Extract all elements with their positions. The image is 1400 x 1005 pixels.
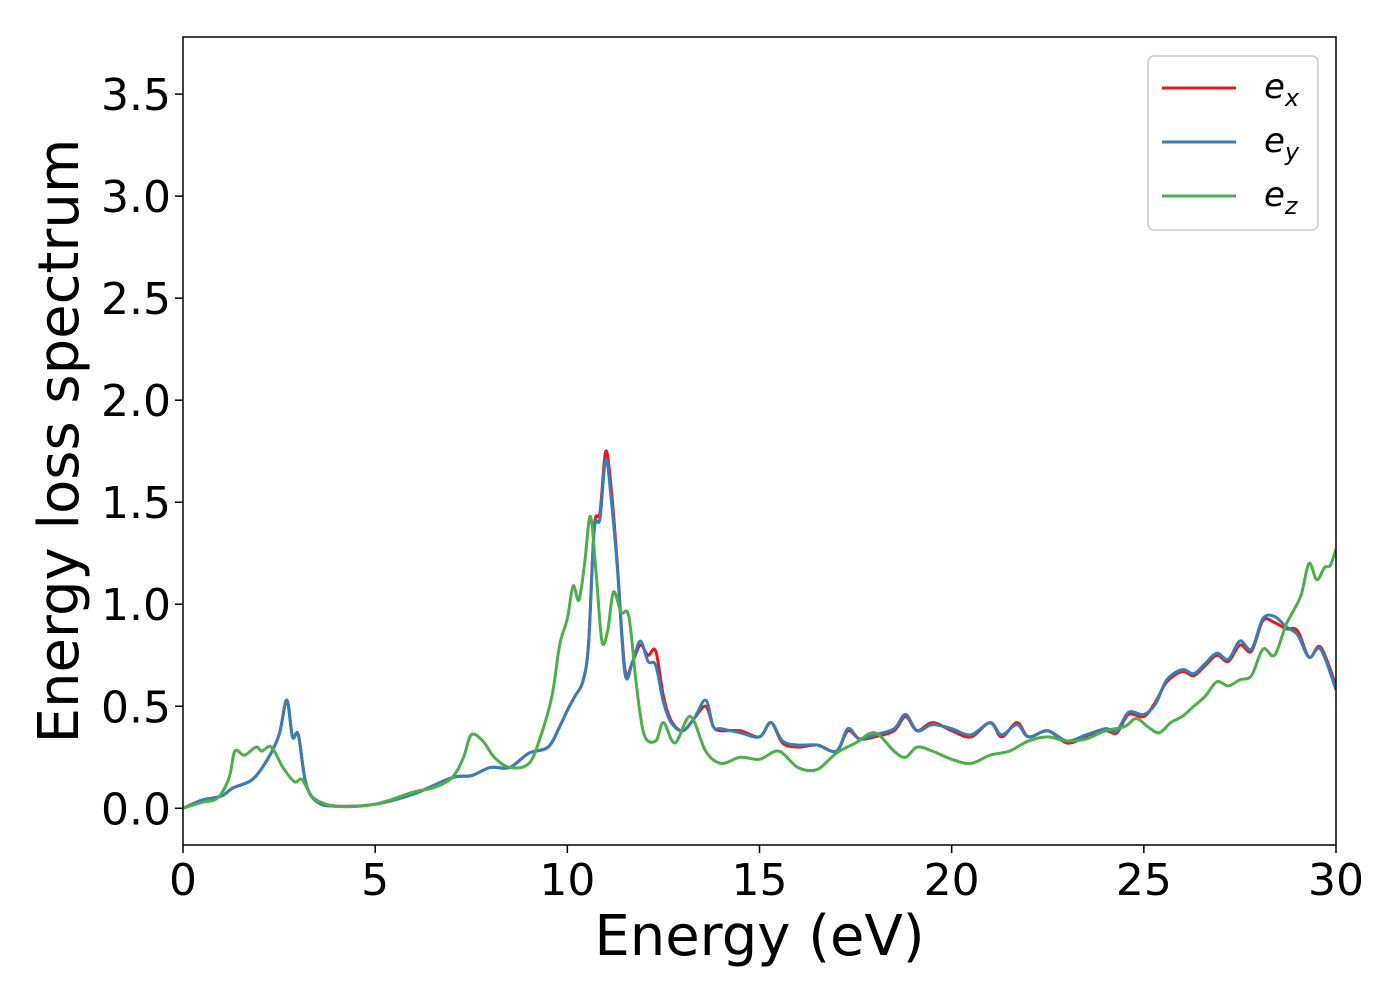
y-axis-label: Energy loss spectrum (27, 139, 92, 744)
x-tick-label: 10 (539, 855, 595, 906)
legend: ex ey ez (1147, 55, 1319, 231)
x-tick-label: 0 (169, 855, 197, 906)
y-tick-label: 1.5 (101, 478, 171, 529)
x-tick-label: 15 (732, 855, 788, 906)
y-tick-label: 0.0 (101, 784, 171, 835)
legend-label-x: ex (1264, 67, 1300, 112)
x-tick-label: 30 (1308, 855, 1364, 906)
y-tick-label: 2.5 (101, 274, 171, 325)
axes: 0 5 10 15 20 25 300.00.51.01.52.02.53.03.5Ener… (27, 36, 1364, 969)
legend-label-z: ez (1264, 175, 1299, 220)
y-tick-label: 1.0 (101, 580, 171, 631)
y-tick-label: 3.0 (101, 172, 171, 223)
series-line-x (183, 449, 1336, 810)
y-tick-label: 3.5 (101, 70, 171, 121)
x-tick-label: 5 (361, 855, 389, 906)
series-line-z (183, 514, 1336, 810)
legend-label-y: ey (1264, 121, 1300, 166)
series-line-y (183, 457, 1336, 810)
x-tick-label: 20 (924, 855, 980, 906)
x-tick-label: 25 (1116, 855, 1172, 906)
y-tick-label: 0.5 (101, 682, 171, 733)
y-tick-label: 2.0 (101, 376, 171, 427)
x-axis-label: Energy (eV) (594, 904, 924, 969)
plot-area (183, 449, 1336, 810)
